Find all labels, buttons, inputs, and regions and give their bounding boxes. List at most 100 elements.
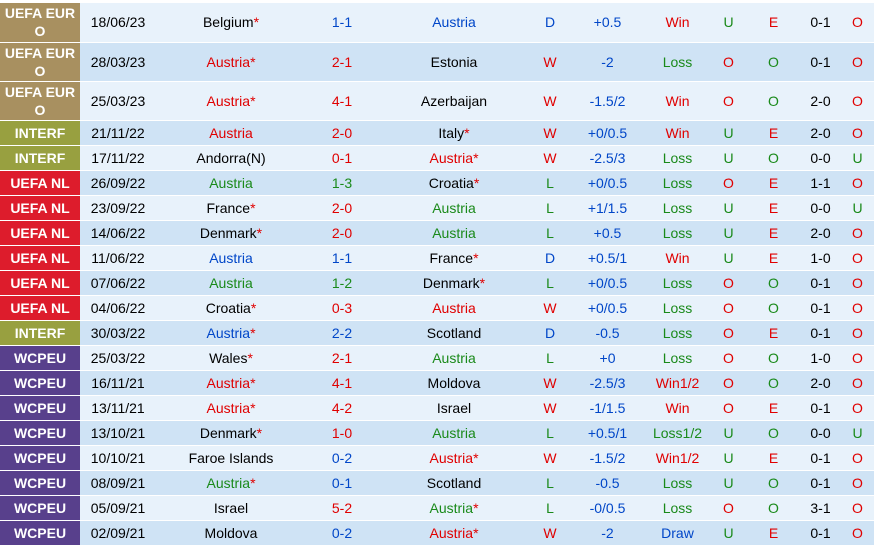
league-badge[interactable]: UEFA NL xyxy=(0,270,80,296)
away-team[interactable]: Austria* xyxy=(378,145,530,171)
league-badge[interactable]: WCPEU xyxy=(0,495,80,521)
match-score[interactable]: 4-1 xyxy=(306,81,378,121)
league-badge[interactable]: WCPEU xyxy=(0,420,80,446)
away-team[interactable]: Austria xyxy=(378,220,530,246)
half-time-score: 0-1 xyxy=(800,320,841,346)
home-team[interactable]: France* xyxy=(156,195,306,221)
away-team[interactable]: Austria* xyxy=(378,520,530,546)
home-team[interactable]: Austria* xyxy=(156,81,306,121)
match-score[interactable]: 0-3 xyxy=(306,295,378,321)
match-score[interactable]: 2-0 xyxy=(306,195,378,221)
league-badge[interactable]: WCPEU xyxy=(0,395,80,421)
league-badge[interactable]: UEFA NL xyxy=(0,170,80,196)
away-team[interactable]: Austria xyxy=(378,295,530,321)
home-team[interactable]: Austria xyxy=(156,270,306,296)
home-star-mark: * xyxy=(250,199,256,216)
handicap-text: +0.5/1 xyxy=(587,249,628,266)
home-team[interactable]: Andorra(N) xyxy=(156,145,306,171)
home-team[interactable]: Denmark* xyxy=(156,420,306,446)
away-team-name: Austria xyxy=(432,299,476,316)
match-score[interactable]: 1-1 xyxy=(306,245,378,271)
away-team[interactable]: Italy* xyxy=(378,120,530,146)
date-text: 23/09/22 xyxy=(90,199,146,216)
league-badge[interactable]: UEFA NL xyxy=(0,295,80,321)
home-team[interactable]: Austria* xyxy=(156,470,306,496)
home-team[interactable]: Austria* xyxy=(156,370,306,396)
away-team[interactable]: Israel xyxy=(378,395,530,421)
away-team[interactable]: Croatia* xyxy=(378,170,530,196)
half-time-score: 1-1 xyxy=(800,170,841,196)
away-team[interactable]: Austria* xyxy=(378,445,530,471)
match-score[interactable]: 1-2 xyxy=(306,270,378,296)
league-badge[interactable]: WCPEU xyxy=(0,370,80,396)
home-team[interactable]: Austria xyxy=(156,120,306,146)
league-badge[interactable]: UEFA NL xyxy=(0,245,80,271)
home-team-name: Austria xyxy=(209,124,253,141)
match-score[interactable]: 4-1 xyxy=(306,370,378,396)
result-text: L xyxy=(546,424,554,441)
match-score[interactable]: 1-1 xyxy=(306,3,378,43)
away-team[interactable]: Austria* xyxy=(378,495,530,521)
half-time-ou-text: O xyxy=(852,374,863,391)
league-badge[interactable]: UEFA NL xyxy=(0,220,80,246)
match-score[interactable]: 5-2 xyxy=(306,495,378,521)
league-badge[interactable]: WCPEU xyxy=(0,470,80,496)
home-team[interactable]: Belgium* xyxy=(156,3,306,43)
league-badge[interactable]: WCPEU xyxy=(0,445,80,471)
away-team[interactable]: Moldova xyxy=(378,370,530,396)
away-team[interactable]: Austria xyxy=(378,195,530,221)
away-team[interactable]: France* xyxy=(378,245,530,271)
match-score[interactable]: 1-3 xyxy=(306,170,378,196)
match-score[interactable]: 0-1 xyxy=(306,145,378,171)
home-team[interactable]: Denmark* xyxy=(156,220,306,246)
odd-even-text: O xyxy=(768,374,779,391)
league-badge[interactable]: UEFA EUR O xyxy=(0,42,80,82)
match-score[interactable]: 2-1 xyxy=(306,345,378,371)
away-team[interactable]: Denmark* xyxy=(378,270,530,296)
match-score[interactable]: 2-0 xyxy=(306,120,378,146)
home-team[interactable]: Austria* xyxy=(156,42,306,82)
league-badge[interactable]: INTERF xyxy=(0,120,80,146)
home-team[interactable]: Faroe Islands xyxy=(156,445,306,471)
away-team[interactable]: Austria xyxy=(378,420,530,446)
away-team[interactable]: Austria xyxy=(378,345,530,371)
league-badge[interactable]: INTERF xyxy=(0,145,80,171)
handicap: +0.5 xyxy=(570,220,645,246)
match-score[interactable]: 2-2 xyxy=(306,320,378,346)
home-team[interactable]: Croatia* xyxy=(156,295,306,321)
match-score[interactable]: 4-2 xyxy=(306,395,378,421)
home-team[interactable]: Austria xyxy=(156,170,306,196)
away-team[interactable]: Scotland xyxy=(378,320,530,346)
match-score[interactable]: 1-0 xyxy=(306,420,378,446)
over-under-text: O xyxy=(723,374,734,391)
odd-even: O xyxy=(747,145,800,171)
league-badge[interactable]: WCPEU xyxy=(0,345,80,371)
home-team[interactable]: Austria xyxy=(156,245,306,271)
match-score[interactable]: 0-2 xyxy=(306,445,378,471)
league-badge[interactable]: INTERF xyxy=(0,320,80,346)
handicap-result: Win xyxy=(645,3,710,43)
handicap-text: +1/1.5 xyxy=(587,199,628,216)
match-score[interactable]: 2-1 xyxy=(306,42,378,82)
home-team[interactable]: Israel xyxy=(156,495,306,521)
match-score[interactable]: 2-0 xyxy=(306,220,378,246)
home-team[interactable]: Austria* xyxy=(156,320,306,346)
handicap-result-text: Loss xyxy=(662,149,693,166)
away-team[interactable]: Austria xyxy=(378,3,530,43)
away-team[interactable]: Azerbaijan xyxy=(378,81,530,121)
league-badge[interactable]: UEFA EUR O xyxy=(0,81,80,121)
league-badge[interactable]: UEFA NL xyxy=(0,195,80,221)
home-team[interactable]: Austria* xyxy=(156,395,306,421)
home-team[interactable]: Moldova xyxy=(156,520,306,546)
odd-even-text: O xyxy=(768,424,779,441)
over-under: O xyxy=(710,295,747,321)
league-badge[interactable]: UEFA EUR O xyxy=(0,3,80,43)
away-team[interactable]: Estonia xyxy=(378,42,530,82)
match-score[interactable]: 0-2 xyxy=(306,520,378,546)
match-score[interactable]: 0-1 xyxy=(306,470,378,496)
handicap-result-text: Loss xyxy=(662,274,693,291)
half-time-over-under: U xyxy=(841,420,874,446)
away-team[interactable]: Scotland xyxy=(378,470,530,496)
league-badge[interactable]: WCPEU xyxy=(0,520,80,546)
home-team[interactable]: Wales* xyxy=(156,345,306,371)
